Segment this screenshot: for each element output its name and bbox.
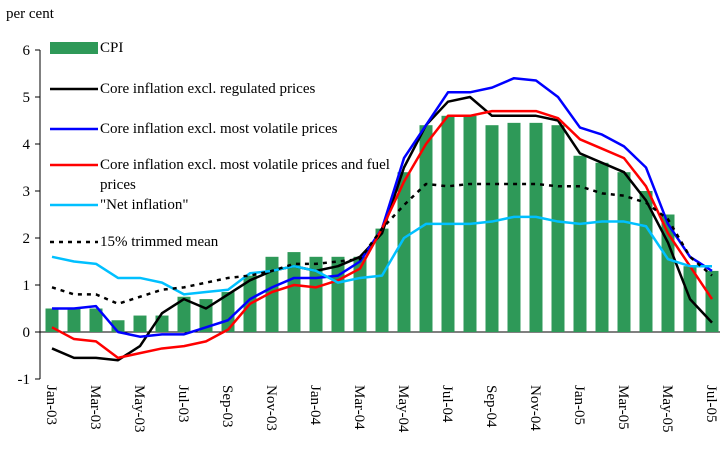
bar <box>595 162 609 332</box>
bar <box>661 214 675 332</box>
bar <box>529 122 543 332</box>
x-tick-label: May-04 <box>395 385 411 433</box>
x-tick-label: May-05 <box>659 385 675 433</box>
legend-label: "Net inflation" <box>100 197 189 213</box>
legend-swatch <box>50 42 98 54</box>
x-tick-label: May-03 <box>131 385 147 433</box>
bar <box>551 125 565 332</box>
legend-label: Core inflation excl. most volatile price… <box>100 157 390 193</box>
x-tick-label: Jul-03 <box>175 385 191 423</box>
legend-label: Core inflation excl. regulated prices <box>100 81 316 97</box>
legend-label: 15% trimmed mean <box>100 234 219 250</box>
x-tick-label: Jul-04 <box>439 385 455 423</box>
bar <box>45 308 59 332</box>
x-tick-label: Mar-03 <box>87 385 103 430</box>
x-tick-label: Mar-05 <box>615 385 631 430</box>
y-tick-label: 6 <box>23 43 31 59</box>
series-line <box>51 95 713 362</box>
bar <box>89 308 103 332</box>
y-tick-label: -1 <box>18 372 31 388</box>
x-tick-label: Jan-05 <box>571 385 587 425</box>
y-tick-label: 2 <box>23 231 31 247</box>
bar <box>353 256 367 332</box>
y-tick-label: 0 <box>23 325 31 341</box>
bar <box>375 228 389 332</box>
bar <box>507 122 521 332</box>
y-tick-label: 5 <box>23 90 31 106</box>
y-tick-label: 4 <box>23 137 31 153</box>
bar <box>177 296 191 332</box>
bar <box>419 125 433 332</box>
x-tick-label: Sep-03 <box>219 385 235 428</box>
bar <box>287 252 301 332</box>
x-tick-label: Sep-04 <box>483 385 499 428</box>
legend-label: Core inflation excl. most volatile price… <box>100 121 338 137</box>
bar <box>573 155 587 332</box>
bar <box>397 172 411 332</box>
x-tick-label: Nov-04 <box>527 385 543 431</box>
x-tick-label: Mar-04 <box>351 385 367 430</box>
bar <box>265 256 279 332</box>
x-tick-label: Jan-04 <box>307 385 323 425</box>
bar <box>485 125 499 332</box>
legend-label: CPI <box>100 40 124 56</box>
x-tick-label: Nov-03 <box>263 385 279 431</box>
y-tick-label: 3 <box>23 184 31 200</box>
series-line <box>51 182 713 306</box>
bar <box>67 308 81 332</box>
x-tick-label: Jul-05 <box>703 385 719 423</box>
y-axis-label: per cent <box>6 6 55 22</box>
bar <box>309 256 323 332</box>
bar <box>111 320 125 332</box>
series-line <box>51 215 712 296</box>
bar <box>639 191 653 332</box>
bar <box>133 315 147 332</box>
x-tick-label: Jan-03 <box>43 385 59 425</box>
bar <box>617 172 631 332</box>
y-tick-label: 1 <box>23 278 31 294</box>
bar <box>705 270 719 332</box>
